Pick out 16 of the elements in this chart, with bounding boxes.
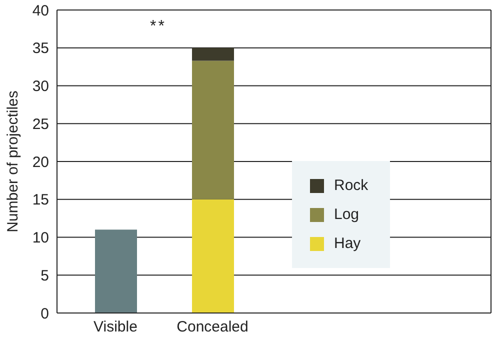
y-tick-label: 0 [40,305,49,322]
y-axis-title: Number of projectiles [4,90,22,232]
legend-label: Log [334,206,360,223]
x-tick-label: Concealed [176,318,248,336]
x-tick-label: Visible [94,318,138,336]
y-tick-label: 20 [32,154,49,171]
y-tick-label: 5 [40,267,49,284]
legend-label: Hay [334,235,361,252]
y-tick-label: 15 [32,192,49,209]
annotation: ** [150,18,166,36]
y-tick-label: 25 [32,116,49,133]
y-tick-label: 40 [32,2,49,20]
y-tick-label: 30 [32,78,49,96]
y-tick-label: 10 [32,230,49,247]
legend-label: Rock [334,177,368,194]
y-tick-label: 35 [32,40,49,58]
